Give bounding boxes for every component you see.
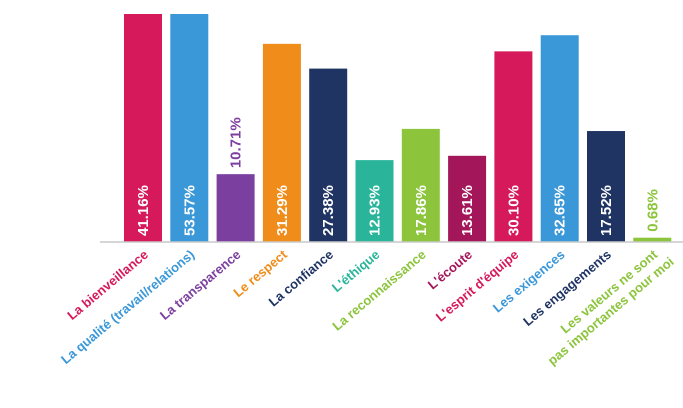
value-label: 0.68%: [644, 189, 661, 232]
value-label: 12.93%: [367, 185, 384, 236]
bar: [448, 155, 487, 242]
bar: [540, 35, 579, 242]
bar: [355, 160, 394, 242]
x-tick-label: L'esprit d'équipe: [433, 247, 522, 325]
x-tick-label: La transparence: [157, 247, 244, 323]
bar: [494, 51, 533, 242]
value-label: 41.16%: [135, 185, 152, 236]
bar: [587, 131, 625, 242]
bar: [401, 128, 440, 242]
plot-area: [124, 14, 672, 242]
bar: [124, 14, 162, 242]
value-label: 27.38%: [320, 185, 337, 236]
value-label: 13.61%: [459, 185, 476, 236]
value-label: 32.65%: [552, 185, 569, 236]
bar: [262, 43, 301, 242]
value-label: 31.29%: [274, 185, 291, 236]
value-label: 53.57%: [181, 185, 198, 236]
value-label: 30.10%: [505, 185, 522, 236]
x-tick-label: La bienveillance: [64, 247, 151, 323]
bar: [633, 237, 672, 242]
bar: [170, 14, 209, 242]
bar: [309, 68, 348, 242]
bar: [216, 174, 255, 242]
value-label: 17.86%: [413, 185, 430, 236]
value-label: 10.71%: [228, 117, 245, 168]
value-label: 17.52%: [598, 185, 615, 236]
